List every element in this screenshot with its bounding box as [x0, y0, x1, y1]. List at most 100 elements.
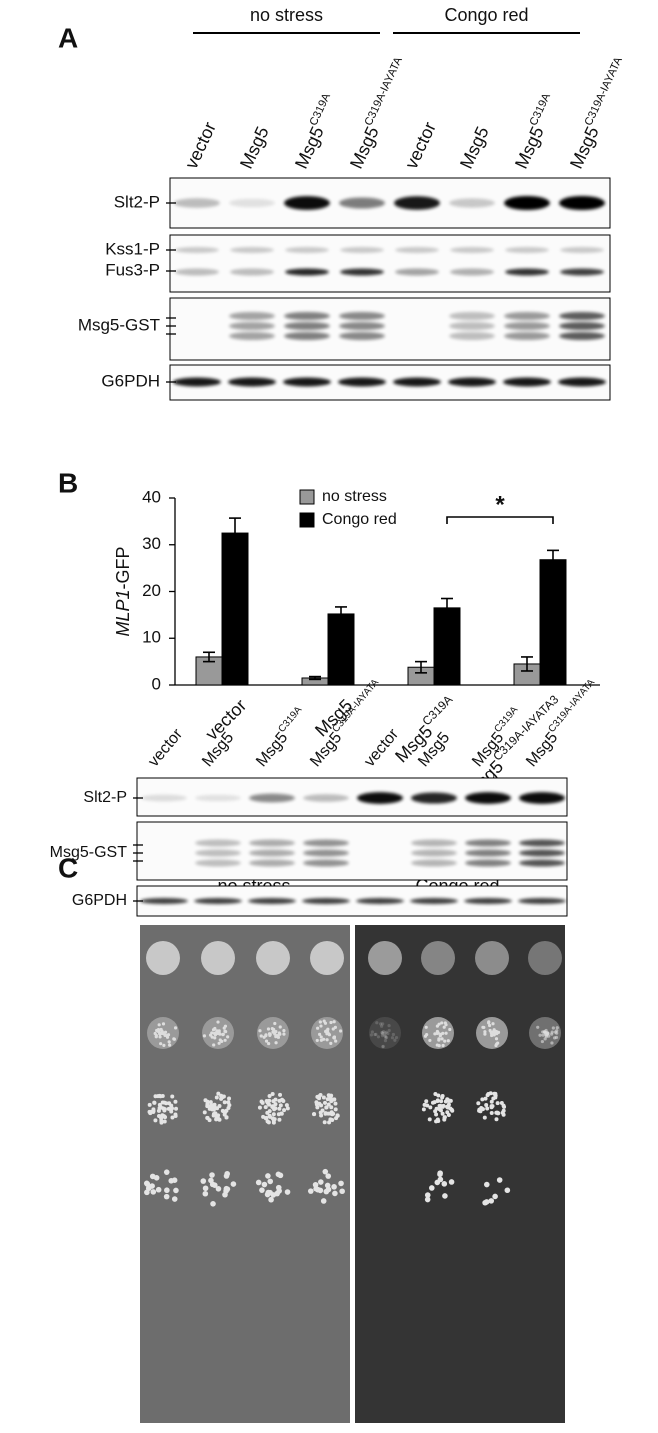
spot: [528, 941, 562, 975]
spot-texture: [264, 1039, 269, 1043]
spot-texture: [555, 1029, 559, 1033]
colony: [331, 1184, 337, 1190]
spot-texture: [483, 1030, 487, 1034]
spot-texture: [553, 1036, 557, 1040]
colony: [162, 1100, 167, 1105]
band: [450, 247, 494, 253]
colony: [173, 1112, 178, 1117]
colony: [437, 1176, 444, 1183]
colony: [271, 1112, 276, 1117]
colony: [226, 1106, 231, 1111]
colony: [504, 1187, 511, 1194]
significance-bracket: [446, 516, 554, 524]
spot-texture: [373, 1032, 377, 1037]
colony: [333, 1107, 338, 1112]
colony: [207, 1106, 212, 1111]
spot-texture: [384, 1035, 389, 1039]
colony: [267, 1113, 272, 1118]
error-bar: [521, 656, 533, 672]
spot-texture: [443, 1039, 447, 1043]
spot-texture: [212, 1043, 216, 1047]
spot-texture: [440, 1037, 444, 1041]
colony: [145, 1185, 152, 1192]
band: [175, 268, 219, 276]
spot-texture: [267, 1041, 271, 1046]
y-axis-label: MLP1-GFP: [113, 546, 133, 636]
spot-texture: [551, 1026, 555, 1030]
band: [284, 196, 330, 210]
bar: [195, 656, 223, 686]
spot-texture: [441, 1043, 445, 1048]
colony: [227, 1096, 232, 1101]
band: [558, 377, 606, 387]
colony: [209, 1181, 216, 1188]
y-tick-label: 0: [152, 674, 161, 693]
colony: [267, 1178, 274, 1185]
band: [357, 792, 403, 804]
spot-texture: [270, 1026, 274, 1031]
spot-texture: [538, 1033, 542, 1037]
band: [175, 247, 219, 253]
blot-frame: [169, 297, 611, 361]
colony: [424, 1099, 429, 1104]
spot-texture: [216, 1031, 220, 1035]
band: [503, 377, 551, 387]
legend-swatch: [299, 489, 315, 505]
band: [229, 312, 275, 320]
colony: [205, 1099, 210, 1104]
colony: [326, 1102, 331, 1107]
spot-texture: [226, 1035, 230, 1039]
spot-texture: [268, 1033, 272, 1037]
spot-texture: [159, 1042, 163, 1046]
colony: [222, 1100, 227, 1105]
error-bar: [441, 597, 453, 619]
band: [559, 332, 605, 340]
spot-texture: [540, 1039, 545, 1044]
colony: [209, 1172, 215, 1178]
spot-texture: [172, 1037, 176, 1041]
lane-label: Msg5: [456, 123, 493, 171]
colony: [499, 1100, 504, 1105]
lane-name: Msg5: [253, 729, 291, 770]
error-bar: [203, 651, 215, 663]
colony: [278, 1092, 283, 1097]
spot-texture: [387, 1028, 391, 1033]
bar: [221, 532, 249, 686]
band: [340, 247, 384, 253]
band: [195, 839, 241, 847]
spot-texture: [483, 1032, 487, 1036]
colony: [164, 1187, 170, 1194]
colony: [494, 1117, 499, 1122]
plate: [355, 925, 565, 1423]
spot-texture: [339, 1029, 343, 1033]
colony: [278, 1103, 283, 1108]
colony: [171, 1196, 178, 1202]
spot: [201, 941, 235, 975]
row-label: Fus3-P: [105, 260, 160, 279]
spot-texture: [158, 1035, 162, 1039]
colony: [148, 1109, 153, 1114]
lane-superscript: C319A: [528, 91, 554, 127]
band: [339, 322, 385, 330]
spot-texture: [541, 1033, 545, 1037]
band: [465, 849, 511, 857]
colony: [163, 1193, 170, 1200]
spot: [256, 941, 290, 975]
colony: [214, 1095, 219, 1100]
colony: [200, 1178, 207, 1184]
colony: [434, 1106, 439, 1111]
band: [140, 898, 188, 904]
band: [449, 332, 495, 340]
band: [228, 377, 276, 387]
spot-texture: [379, 1022, 383, 1026]
colony: [149, 1173, 156, 1180]
spot-texture: [393, 1038, 397, 1042]
y-tick-label: 40: [142, 487, 161, 506]
condition-label: no stress: [250, 5, 323, 25]
spot-texture: [329, 1020, 333, 1025]
spot-texture: [494, 1043, 498, 1048]
colony: [220, 1095, 225, 1100]
colony: [162, 1119, 167, 1124]
band: [356, 898, 404, 904]
lane-name: vector: [145, 725, 186, 770]
